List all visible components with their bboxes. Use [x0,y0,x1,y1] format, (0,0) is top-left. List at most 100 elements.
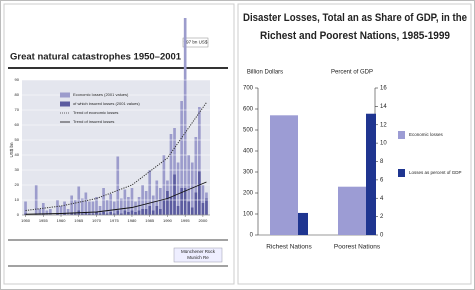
y-tick-label: 200 [243,191,254,197]
bar [134,212,137,215]
bar [173,128,176,215]
bar [169,197,173,215]
bar [155,180,159,215]
bar [130,210,134,215]
y-tick-label: 100 [243,212,254,218]
bar [366,113,376,235]
y2-tick-label: 16 [380,86,387,92]
bar [198,171,201,215]
bar [102,188,105,215]
bar [84,212,88,215]
bar [84,192,88,215]
bar [166,191,169,215]
y-tick-label: 20 [15,182,20,187]
y-tick-label: 700 [243,86,254,92]
bar [105,200,109,215]
bar [134,201,137,215]
bar [180,188,183,215]
bar [159,209,162,215]
y2-tick-label: 2 [380,214,384,220]
bar [144,191,148,215]
bar [45,210,49,215]
bar [88,201,91,215]
bar [70,213,73,215]
y2-axis-label: Percent of GDP [331,70,373,76]
bar [98,213,102,215]
bar [49,209,52,215]
logo-box [173,247,223,263]
bar [63,213,66,215]
legend-label: Economic losses [409,132,444,137]
bar [137,210,141,215]
bar [123,210,127,215]
legend-label: of which insured losses (2001 values) [73,101,140,106]
y2-tick-label: 12 [380,122,387,128]
y-tick-label: 40 [15,152,20,157]
bar [298,212,308,235]
legend-label: Trend of insured losses [73,119,114,124]
legend-swatch [398,131,405,139]
bar [105,213,109,215]
bar [148,170,152,215]
bar [338,186,366,235]
y-tick-label: 50 [15,137,20,142]
y-tick-label: 500 [243,128,254,134]
logo: Munich Re [187,255,209,260]
legend-label: Economic losses (2001 values) [73,92,129,97]
bar [119,198,123,215]
bar [201,203,205,215]
x-tick-label: 2000 [198,218,208,223]
bars [24,18,208,215]
bar [162,200,166,215]
bar [194,192,198,215]
bar [91,213,95,215]
bar [109,212,113,215]
y-tick-label: 60 [15,122,20,127]
x-tick-label: Poorest Nations [334,244,381,251]
bar [109,194,113,215]
y-tick-label: 10 [15,197,20,202]
legend-label: Losses as percent of GDP [409,170,462,175]
bar [119,213,123,215]
bar [144,209,148,215]
bar [73,200,77,215]
x-tick-label: 1960 [57,218,67,223]
bar [66,209,70,215]
bar [151,210,155,215]
bar [70,195,73,215]
bar [112,201,116,215]
bar [116,156,120,215]
bar [98,206,102,215]
x-tick-label: 1990 [163,218,173,223]
x-tick-label: 1980 [128,218,138,223]
bar [73,213,77,215]
bar [127,197,130,215]
chart-title: Disaster Losses, Total an as Share of GD… [243,12,467,24]
y-tick-label: 90 [15,77,20,82]
y-tick-label: 0 [17,212,20,217]
bar [190,207,194,215]
bar [151,195,155,215]
bar [169,134,173,215]
bar [155,206,159,215]
bar [59,206,63,215]
x-tick-label: Richest Nations [266,244,312,251]
x-tick-label: 1995 [181,218,191,223]
bar [116,210,120,215]
y2-tick-label: 4 [380,196,384,202]
bar [176,162,180,215]
y-tick-label: 30 [15,167,20,172]
bar [159,188,162,215]
bar [123,189,127,215]
y2-tick-label: 0 [380,233,384,239]
bar [194,137,198,215]
bar [41,203,45,215]
bar [180,101,183,215]
bar [270,115,298,235]
trend-line [25,102,207,211]
bar [198,107,201,215]
y2-tick-label: 8 [380,159,384,165]
annotation-box [182,37,209,48]
x-tick-label: 1985 [145,218,155,223]
